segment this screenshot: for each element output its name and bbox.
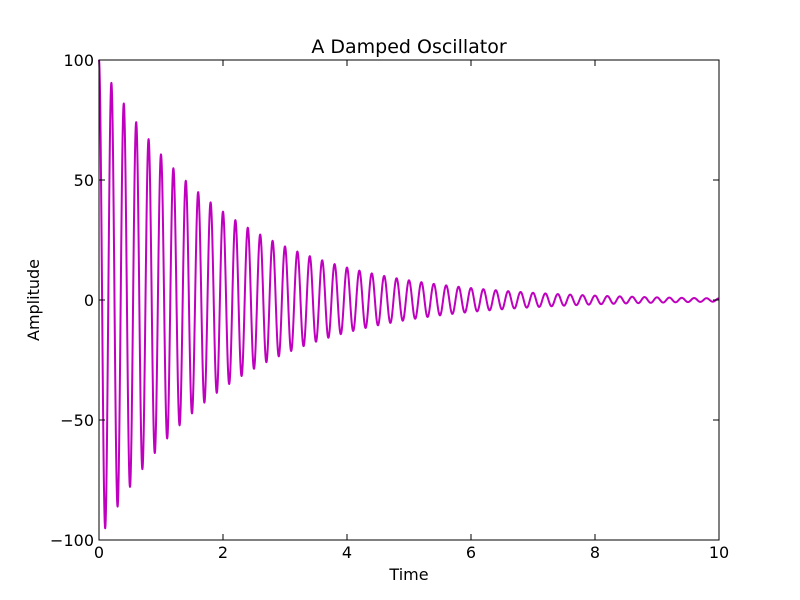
series-line-0 [98, 59, 720, 530]
y-tick-label: 50 [74, 171, 94, 190]
y-tick-label: −50 [60, 411, 94, 430]
x-tick-label: 6 [466, 543, 476, 562]
plot-area [98, 59, 720, 530]
y-tick-label: 100 [63, 51, 94, 70]
y-axis-label: Amplitude [24, 259, 43, 341]
x-tick-label: 2 [218, 543, 228, 562]
plot-frame [98, 59, 720, 541]
tick-labels: 0 2 4 6 8 10 −100 −50 0 50 100 [50, 51, 729, 562]
x-tick-label: 4 [342, 543, 352, 562]
chart-title: A Damped Oscillator [311, 36, 507, 58]
y-tick-label: −100 [50, 531, 94, 550]
x-axis-label: Time [388, 565, 428, 584]
x-tick-label: 10 [709, 543, 729, 562]
y-tick-label: 0 [84, 291, 94, 310]
x-tick-label: 8 [590, 543, 600, 562]
x-tick-label: 0 [94, 543, 104, 562]
